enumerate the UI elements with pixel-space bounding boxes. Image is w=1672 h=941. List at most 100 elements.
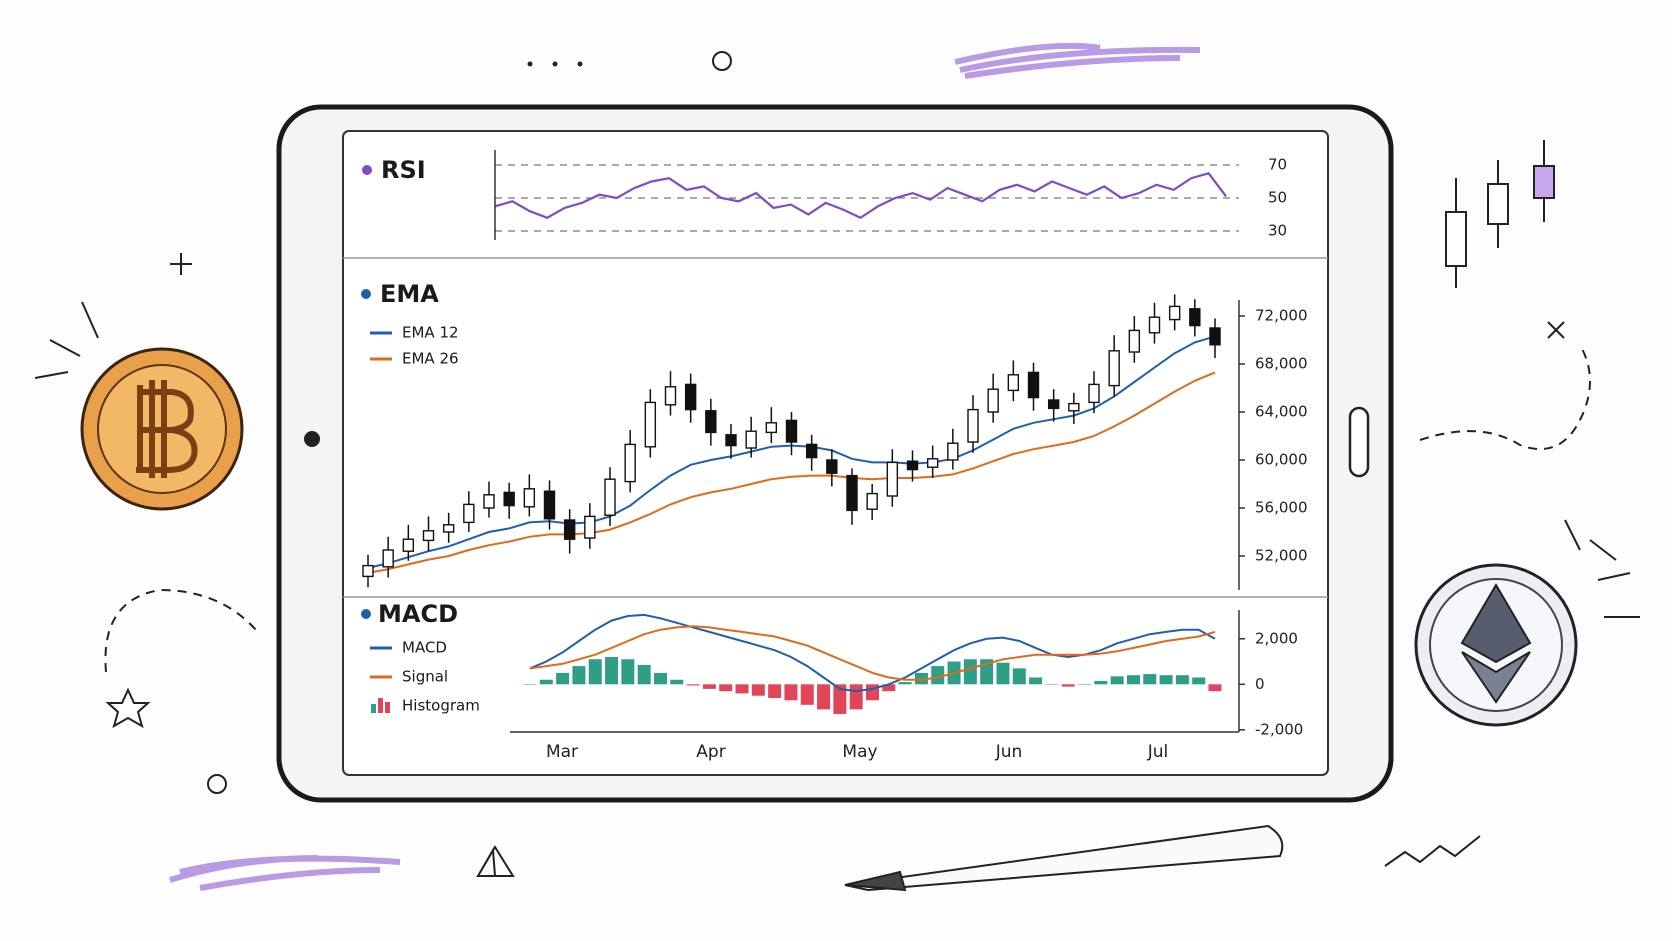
histogram-bar xyxy=(1126,675,1140,685)
legend-label: Histogram xyxy=(402,697,480,715)
candle-body xyxy=(846,474,858,512)
candle-body xyxy=(926,458,939,468)
candle-body xyxy=(442,524,455,533)
candle-body xyxy=(987,388,999,413)
histogram-bar xyxy=(963,659,977,685)
histogram-bar xyxy=(800,684,814,705)
candle-body xyxy=(644,401,657,448)
candle-body xyxy=(543,490,556,520)
candle-body xyxy=(1189,308,1201,327)
candle-body xyxy=(1168,305,1181,321)
ema-line xyxy=(367,371,1216,574)
histogram-bar xyxy=(1045,684,1059,685)
candle-body xyxy=(967,408,979,443)
candle-body xyxy=(805,443,818,459)
histogram-bar xyxy=(1143,674,1157,685)
histogram-bar xyxy=(1094,680,1108,685)
candle-body xyxy=(1209,327,1221,346)
y-tick-label: 2,000 xyxy=(1255,629,1298,647)
candle-body xyxy=(705,410,717,434)
dot-grid xyxy=(527,61,583,67)
camera xyxy=(304,431,320,447)
histogram-bar xyxy=(1110,676,1124,685)
y-tick-label: 0 xyxy=(1255,675,1265,693)
candle-body xyxy=(483,494,495,509)
histogram-bar xyxy=(686,684,700,686)
histogram-bar xyxy=(1208,684,1222,692)
candle-body xyxy=(1088,383,1100,404)
legend-label: Signal xyxy=(402,668,448,686)
histogram-bar xyxy=(1029,677,1043,685)
histogram-bar xyxy=(1061,684,1075,687)
legend-swatch xyxy=(378,698,383,713)
histogram-bar xyxy=(849,684,863,710)
candle-body xyxy=(1047,399,1060,410)
candle-body xyxy=(604,478,616,516)
histogram-bar xyxy=(637,664,651,685)
side-button[interactable] xyxy=(1348,406,1370,478)
legend-swatch xyxy=(371,704,376,713)
title-dot xyxy=(361,609,371,619)
histogram-bar xyxy=(572,666,586,685)
histogram-bar xyxy=(523,684,537,685)
legend-label: EMA 26 xyxy=(402,350,459,368)
histogram-bar xyxy=(556,672,570,685)
y-tick-label: 72,000 xyxy=(1255,307,1308,325)
candle-body xyxy=(947,442,959,461)
candle-body xyxy=(1128,329,1141,353)
decorations xyxy=(34,42,1640,892)
legend-label: MACD xyxy=(402,639,447,657)
candle-body xyxy=(886,461,899,497)
candle-body xyxy=(906,460,919,471)
macd-line xyxy=(529,613,1216,693)
candle-body xyxy=(1007,374,1020,392)
macd-line xyxy=(529,625,1216,681)
y-tick-label: 60,000 xyxy=(1255,451,1308,469)
histogram-bar xyxy=(702,684,716,689)
candle-body xyxy=(1027,371,1040,399)
histogram-bar xyxy=(817,684,831,710)
candle-body xyxy=(1068,402,1080,412)
y-tick-label: 52,000 xyxy=(1255,547,1308,565)
histogram-bar xyxy=(914,672,928,685)
y-tick-label: 68,000 xyxy=(1255,355,1308,373)
histogram-bar xyxy=(1159,675,1173,685)
title-dot xyxy=(362,165,372,175)
histogram-bar xyxy=(735,684,749,694)
histogram-bar xyxy=(931,666,945,685)
histogram-bar xyxy=(898,682,912,685)
histogram-bar xyxy=(768,684,782,698)
y-tick-label: 70 xyxy=(1268,156,1287,174)
rsi-line xyxy=(494,172,1227,220)
y-tick-label: 50 xyxy=(1268,189,1287,207)
candle-body xyxy=(523,488,536,508)
candle-body xyxy=(1108,350,1120,387)
histogram-bar xyxy=(719,684,733,692)
x-tick-label: Jun xyxy=(995,742,1023,762)
candle-body xyxy=(785,419,798,443)
histogram-bar xyxy=(588,659,602,685)
candle-body xyxy=(563,519,576,540)
candle-body xyxy=(1148,316,1161,334)
candle-body xyxy=(422,530,435,542)
y-tick-label: 30 xyxy=(1268,222,1287,240)
histogram-bar xyxy=(1175,675,1189,685)
histogram-bar xyxy=(784,684,798,701)
panel-title: MACD xyxy=(378,600,458,628)
histogram-bar xyxy=(670,679,684,685)
y-tick-label: 64,000 xyxy=(1255,403,1308,421)
x-tick-label: Jul xyxy=(1147,742,1169,762)
candle-body xyxy=(745,430,757,449)
candle-body xyxy=(664,386,677,406)
candle-body xyxy=(463,503,475,524)
x-tick-label: Mar xyxy=(546,742,578,762)
histogram-bar xyxy=(605,656,619,685)
legend-label: EMA 12 xyxy=(402,324,459,342)
histogram-bar xyxy=(882,684,896,692)
histogram-bar xyxy=(996,662,1010,685)
histogram-bar xyxy=(539,679,553,685)
candle-body xyxy=(684,383,697,411)
histogram-bar xyxy=(1012,668,1026,685)
